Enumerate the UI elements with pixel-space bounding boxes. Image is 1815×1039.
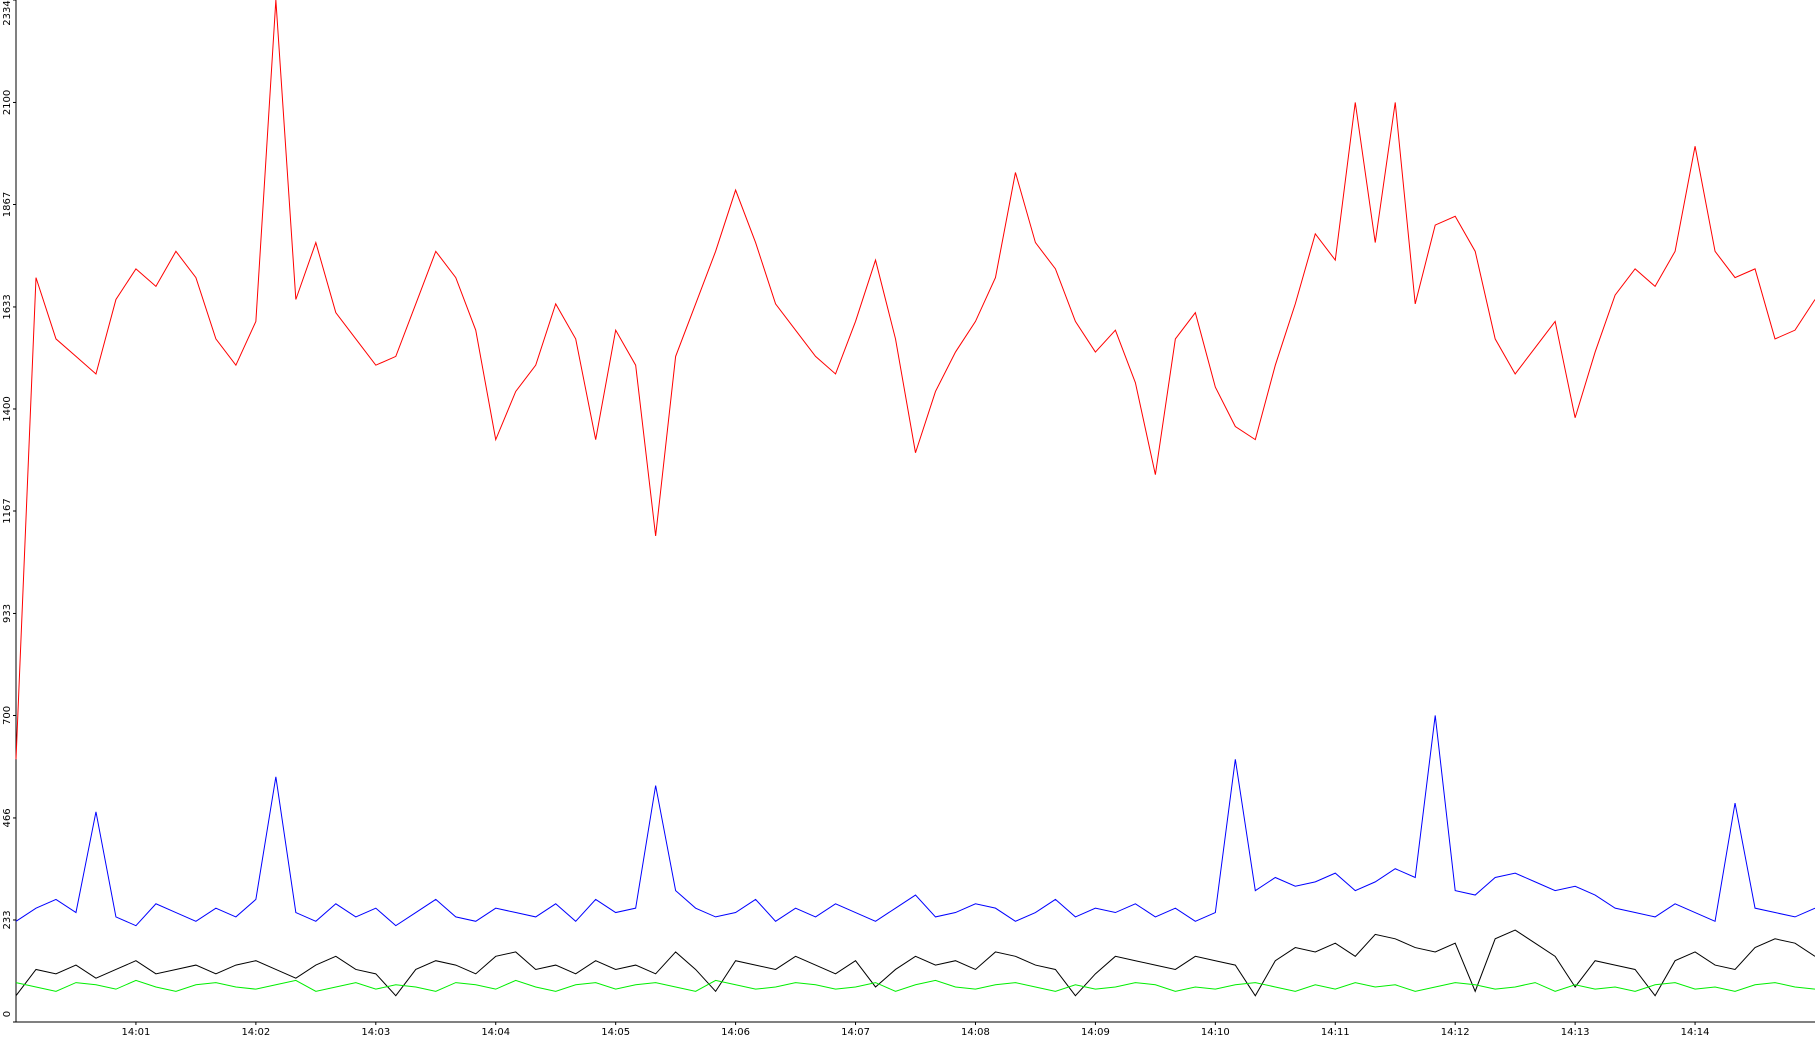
series-line (15, 715, 1815, 927)
x-tick-label: 14:14 (1681, 1027, 1710, 1038)
y-tick-label: 2100 (2, 90, 13, 115)
x-tick-label: 14:01 (122, 1027, 151, 1038)
x-tick-label: 14:09 (1081, 1027, 1110, 1038)
y-tick-label: 1633 (2, 294, 13, 319)
series-line (15, 929, 1815, 997)
y-tick-label: 466 (2, 808, 13, 827)
y-tick-label: 933 (2, 604, 13, 623)
y-tick-label: 1167 (2, 498, 13, 523)
x-tick-label: 14:11 (1321, 1027, 1350, 1038)
y-tick-label: 1400 (2, 396, 13, 421)
x-tick-label: 14:06 (721, 1027, 750, 1038)
series-line (15, 979, 1815, 992)
y-tick-label: 700 (2, 706, 13, 725)
x-tick-label: 14:02 (241, 1027, 270, 1038)
x-tick-label: 14:03 (361, 1027, 390, 1038)
x-tick-label: 14:10 (1201, 1027, 1230, 1038)
x-tick-label: 14:13 (1561, 1027, 1590, 1038)
y-tick-label: 233 (2, 910, 13, 929)
x-tick-label: 14:05 (601, 1027, 630, 1038)
x-tick-label: 14:12 (1441, 1027, 1470, 1038)
y-tick-label: 2334 (2, 0, 13, 25)
y-tick-label: 0 (2, 1011, 13, 1017)
y-tick-label: 1867 (2, 192, 13, 217)
x-tick-label: 14:04 (481, 1027, 510, 1038)
x-tick-label: 14:07 (841, 1027, 870, 1038)
x-tick-label: 14:08 (961, 1027, 990, 1038)
series-line (15, 0, 1815, 760)
